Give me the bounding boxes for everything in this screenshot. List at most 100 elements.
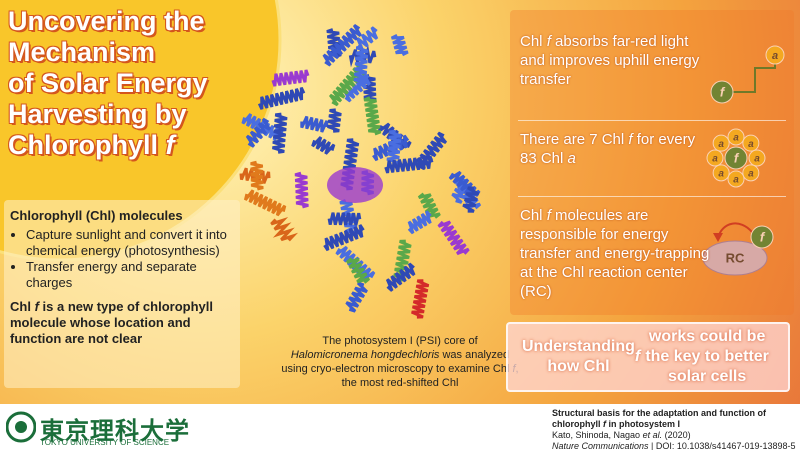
protein-helix [437, 220, 470, 256]
protein-helix [343, 72, 371, 103]
pigment-icon [710, 80, 734, 104]
text-run: Transfer energy and separate charges [26, 259, 197, 290]
protein-helix [356, 26, 379, 51]
citation: Structural basis for the adaptation and … [552, 408, 797, 450]
title-line: Harvesting by [8, 99, 208, 130]
icon-label: f [760, 229, 766, 244]
text-run: Chl [10, 299, 35, 314]
caption: The photosystem I (PSI) core of Halomicro… [255, 334, 545, 390]
logo-emblem [6, 411, 36, 443]
protein-helix [363, 96, 382, 136]
pigment-icon [712, 134, 730, 152]
protein-helix [390, 33, 409, 57]
text-run: absorbs far-red light and improves uphil… [520, 33, 700, 88]
facts-panel: Chl f absorbs far-red light and improves… [510, 10, 794, 315]
title: Uncovering the Mechanism of Solar Energy Ha… [8, 6, 208, 161]
italic-run: f [603, 419, 607, 429]
bullet: Capture sunlight and convert it into che… [26, 227, 234, 259]
protein-helix [386, 129, 402, 166]
protein-helix [245, 117, 272, 148]
protein-helix [385, 262, 416, 292]
title-line: of Solar Energy [8, 68, 208, 99]
protein-structure [239, 23, 482, 319]
protein-helix [345, 281, 368, 313]
caption-line: the most red-shifted Chl [255, 376, 545, 390]
protein-helix [294, 171, 309, 209]
protein-helix [272, 112, 288, 154]
icon-label: RC [726, 250, 745, 265]
text-run: Chl [520, 207, 547, 224]
title-line: Chlorophyll f [8, 130, 208, 161]
text-run: The photosystem I (PSI) core of [322, 335, 478, 347]
text-run: works could be the key to better solar c… [645, 328, 769, 385]
italic-run: f [634, 348, 641, 365]
info-box: Chlorophyll (Chl) molecules Capture sunl… [4, 200, 240, 388]
title-sun [0, 0, 280, 260]
citation-title: Structural basis for the adaptation and … [552, 408, 797, 430]
protein-helix [353, 45, 369, 86]
text-run: Structural basis for the adaptation and … [552, 408, 767, 429]
protein-helix [327, 108, 342, 133]
pigment-icon [748, 149, 766, 167]
title-line: Uncovering the [8, 6, 208, 37]
italic-run: a [567, 150, 576, 167]
protein-helix [300, 115, 329, 133]
logo: 東京理科大学 [40, 417, 190, 445]
text-run: (2020) [662, 430, 691, 440]
protein-helix [327, 212, 362, 226]
fact-text: There are 7 Chl f for every 83 Chl a [520, 130, 710, 168]
fact-divider [518, 120, 786, 121]
info-bullets: Capture sunlight and convert it into che… [10, 227, 234, 291]
protein-helix [384, 155, 434, 174]
footer: 東京理科大学 TOKYO UNIVERSITY OF SCIENCE Struc… [0, 404, 800, 450]
icon-label: a [733, 133, 739, 144]
info-heading: Chlorophyll (Chl) molecules [10, 208, 183, 223]
text-run: in photosystem I [606, 419, 681, 429]
pigment-icon [712, 164, 730, 182]
text-run: There are 7 Chl [520, 131, 629, 148]
italic-run: Halomicronema hongdechloris [290, 349, 440, 361]
protein-helix [311, 136, 336, 155]
text-run: Mechanism [8, 37, 156, 67]
energy-step [730, 58, 776, 93]
pigment-icon [706, 149, 724, 167]
protein-helix [462, 186, 480, 213]
icon-label: a [772, 50, 778, 62]
text-run: | DOI: 10.1038/s41467-019-13898-5 [648, 441, 796, 450]
protein-helix [270, 217, 299, 242]
citation-source: Nature Communications | DOI: 10.1038/s41… [552, 441, 797, 450]
italic-run: f [34, 299, 39, 314]
icon-label: a [748, 139, 754, 150]
text-run: Kato, Shinoda, Nagao [552, 430, 643, 440]
info-note: Chl f is a new type of chlorophyll molec… [10, 299, 234, 347]
arrow-head [713, 233, 723, 242]
protein-helix [323, 224, 365, 252]
pigment-icon [742, 164, 760, 182]
icon-label: a [718, 139, 724, 150]
fact-text: Chl f molecules are responsible for ener… [520, 206, 710, 301]
fact-text: Chl f absorbs far-red light and improves… [520, 32, 710, 89]
title-line: Mechanism [8, 37, 208, 68]
protein-helix [271, 69, 310, 87]
protein-helix [243, 189, 287, 217]
bullet: Transfer energy and separate charges [26, 259, 234, 291]
pigment-icon [727, 170, 745, 188]
text-run: for every 83 Chl [520, 131, 696, 167]
protein-helix [250, 160, 264, 191]
protein-helix [407, 210, 432, 235]
text-run: Capture sunlight and convert it into che… [26, 227, 227, 258]
reaction-center [702, 240, 768, 276]
text-run: of Solar Energy [8, 68, 208, 98]
citation-authors: Kato, Shinoda, Nagao et al. (2020) [552, 430, 797, 441]
text-run: was analyzed [439, 349, 510, 361]
italic-run: f [165, 130, 175, 160]
icon-label: a [748, 168, 754, 179]
logo-en: TOKYO UNIVERSITY OF SCIENCE [40, 438, 170, 447]
text-run: the most red-shifted Chl [341, 377, 459, 389]
text-run: Uncovering the [8, 6, 205, 36]
pigment-icon [742, 134, 760, 152]
text-run: using cryo-electron microscopy to examin… [281, 363, 513, 375]
